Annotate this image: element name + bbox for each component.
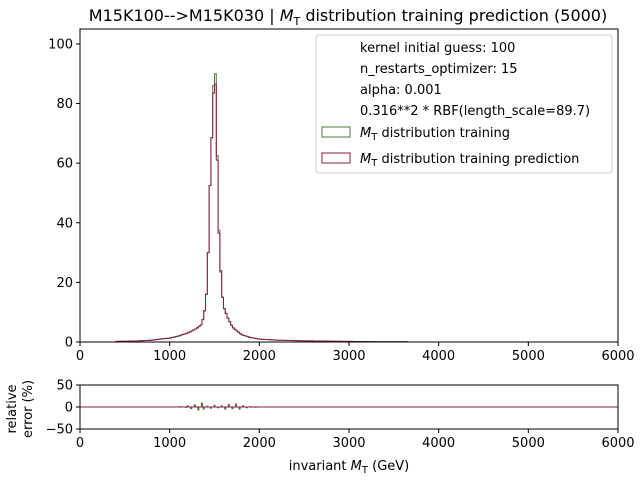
ratio-error-bar [200,402,203,407]
ratio-error-bar [190,407,193,410]
ratio-error-bar [193,404,196,407]
ratio-error-bar [206,405,209,407]
series-prediction-histogram [115,83,409,343]
main-y-tick-label: 20 [56,276,73,291]
title-sub: T [293,15,301,28]
main-x-tick-label: 2000 [243,349,276,364]
title-rest: distribution training prediction (5000) [300,6,607,25]
legend-swatch-prediction [321,152,351,164]
ratio-error-bar [209,407,212,409]
ratio-ylabel-line2: error (%) [21,380,36,438]
legend-line-kernel: 0.316**2 * RBF(length_scale=89.7) [360,104,590,119]
ratio-x-tick-label: 2000 [243,436,276,451]
main-x-tick-label: 1000 [153,349,186,364]
ratio-error-bar [245,407,248,409]
legend-line-kernel-guess: kernel initial guess: 100 [360,41,515,56]
ratio-y-tick-label: 50 [56,379,73,394]
ratio-x-tick-label: 0 [76,436,84,451]
legend-line-restarts: n_restarts_optimizer: 15 [360,62,518,77]
main-x-tick-label: 3000 [332,349,365,364]
ratio-x-tick-label: 6000 [601,436,634,451]
ratio-error-bar [186,405,189,407]
ratio-y-tick-label: 0 [65,401,73,416]
main-y-tick-label: 40 [56,216,73,231]
ratio-x-tick-label: 4000 [422,436,455,451]
ratio-error-bar [217,407,220,409]
main-y-tick-label: 0 [65,336,73,351]
ratio-error-bar [220,405,223,407]
ratio-x-tick-label: 1000 [153,436,186,451]
ratio-y-tick-label: −50 [46,423,73,438]
legend-swatch-training [321,126,351,138]
ratio-error-bar [213,404,216,407]
ratio-error-bar [224,407,227,410]
title-main: M15K100-->M15K030 | [89,6,280,25]
ratio-error-bar [197,407,200,411]
ratio-x-tick-label: 3000 [332,436,365,451]
legend-line-alpha: alpha: 0.001 [360,83,442,98]
main-y-tick-label: 60 [56,157,73,172]
ratio-error-bar [235,403,238,407]
legend: kernel initial guess: 100 n_restarts_opt… [315,34,613,174]
title-math: M [280,6,294,25]
chart-title: M15K100-->M15K030 | MT distribution trai… [89,6,607,28]
ratio-error-bar [202,407,205,410]
main-plot: 0 20 40 60 80 100 0 1000 2000 3000 4000 5000 6000 [48,28,635,364]
main-x-tick-label: 4000 [422,349,455,364]
ratio-x-tick-label: 5000 [512,436,545,451]
legend-label-prediction: MT distribution training prediction [360,152,579,169]
ratio-error-bar [238,407,241,410]
legend-box [315,34,613,174]
legend-label-training: MT distribution training [360,126,510,143]
ratio-error-bar [231,407,234,410]
main-x-tick-label: 6000 [601,349,634,364]
main-y-tick-label: 80 [56,97,73,112]
main-y-tick-label: 100 [48,37,73,52]
ratio-plot: 500−50 0 1000 2000 3000 4000 5000 6000 [46,379,635,452]
ratio-ylabel-line1: relative [5,384,20,433]
ratio-error-bar [227,403,230,407]
x-axis-label: invariant MT (GeV) [289,459,409,476]
ratio-error-bar [242,405,245,407]
main-x-tick-label: 5000 [512,349,545,364]
main-x-tick-label: 0 [76,349,84,364]
